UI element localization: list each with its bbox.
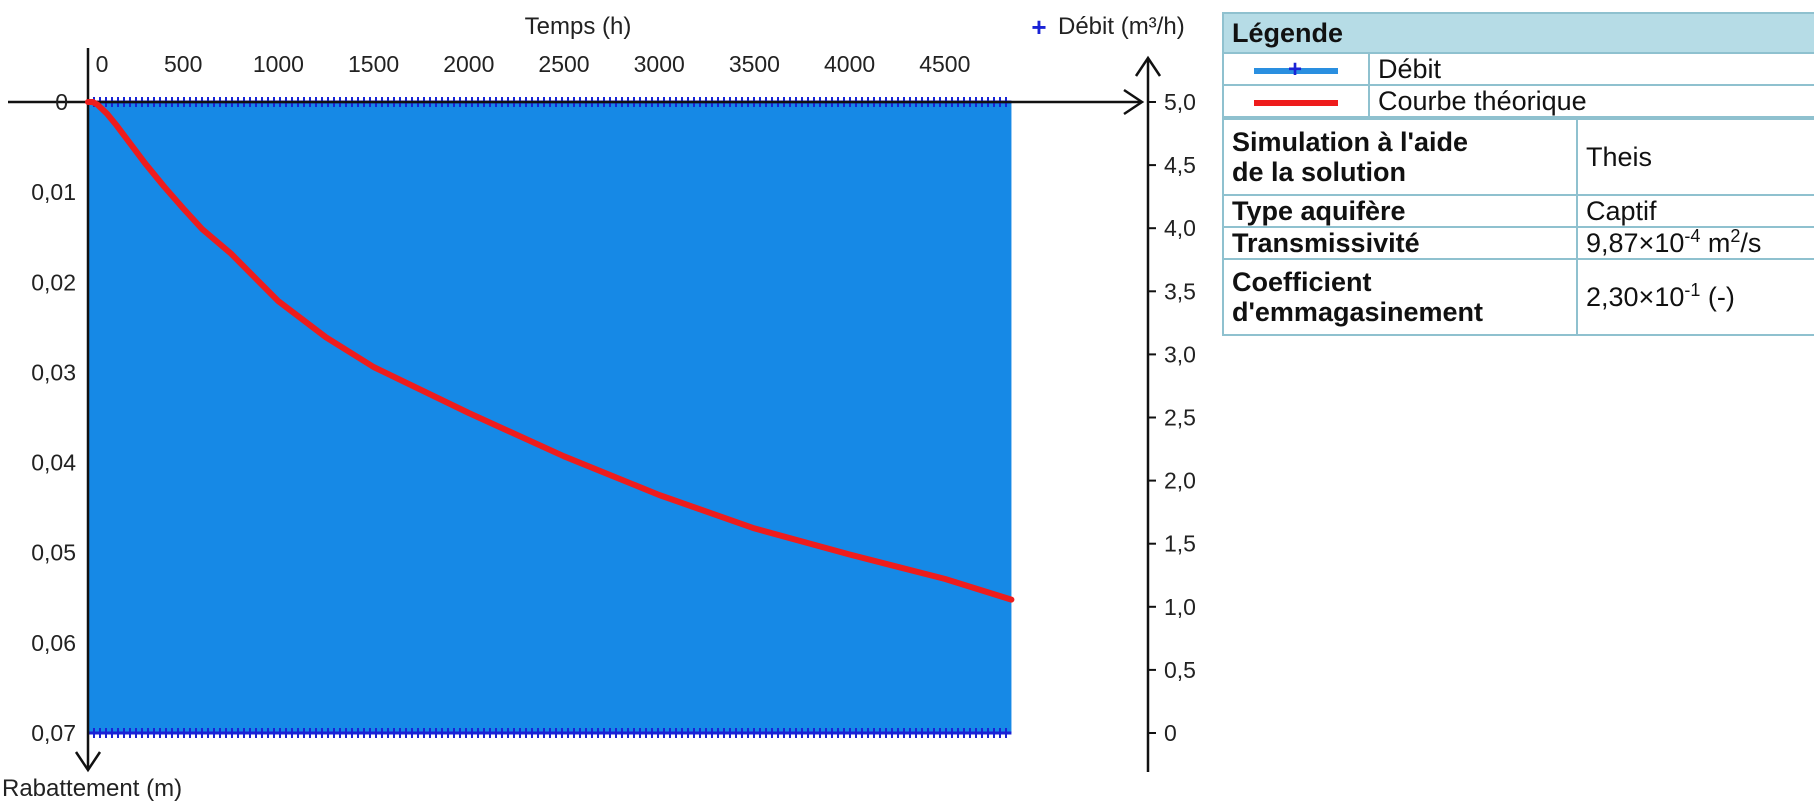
y-left-tick-label: 0,02: [31, 269, 76, 295]
x-tick-label: 2500: [538, 51, 589, 77]
x-axis-label: Temps (h): [525, 13, 632, 40]
y-right-tick-label: 0,5: [1164, 657, 1196, 683]
debit-series-area: [88, 102, 1012, 733]
param-label: Simulation à l'aide: [1232, 127, 1468, 157]
y-right-tick-label: 4,0: [1164, 215, 1196, 241]
param-row: Type aquifère Captif: [1222, 194, 1814, 228]
debit-cross-icon: +: [1288, 55, 1303, 83]
legend-item-debit: + Débit: [1222, 52, 1814, 86]
param-label: d'emmagasinement: [1232, 297, 1484, 327]
y-axis-left-arrow: [74, 751, 102, 773]
param-label: Coefficient: [1232, 267, 1372, 297]
legend-item-label: Courbe théorique: [1368, 84, 1814, 118]
y-axis-right-arrow: [1134, 55, 1162, 77]
x-tick-label: 4500: [919, 51, 970, 77]
y-left-tick-label: 0,01: [31, 179, 76, 205]
y-right-tick-label: 2,5: [1164, 405, 1196, 431]
legend-item-label: Débit: [1368, 52, 1814, 86]
legend-item-courbe: Courbe théorique: [1222, 84, 1814, 118]
theoretical-curve: [85, 99, 1015, 603]
y-axis-left-label: Rabattement (m): [2, 775, 182, 801]
y-left-tick-label: 0,06: [31, 630, 76, 656]
x-tick-label: 3500: [729, 51, 780, 77]
x-tick-label: 1500: [348, 51, 399, 77]
legend-panel: Légende + Débit Courbe théorique Simulat…: [1222, 12, 1814, 336]
param-row: Coefficient d'emmagasinement 2,30×10-1 (-…: [1222, 258, 1814, 336]
x-tick-label: 500: [164, 51, 202, 77]
param-value: 9,87×10-4 m2/s: [1576, 226, 1814, 260]
y-right-tick-label: 4,5: [1164, 152, 1196, 178]
y-right-tick-label: 2,0: [1164, 468, 1196, 494]
legend-title: Légende: [1222, 12, 1814, 54]
x-tick-label: 4000: [824, 51, 875, 77]
y-left-tick-label: 0,07: [31, 720, 76, 746]
x-tick-label: 2000: [443, 51, 494, 77]
curve-line-swatch: [1254, 99, 1338, 106]
param-value: Theis: [1576, 118, 1814, 196]
legend-table: Légende + Débit Courbe théorique: [1222, 12, 1814, 118]
param-row: Simulation à l'aide de la solution Theis: [1222, 118, 1814, 196]
y-right-tick-label: 0: [1164, 720, 1177, 746]
y-right-tick-label: 1,0: [1164, 594, 1196, 620]
param-value: Captif: [1576, 194, 1814, 228]
param-row: Transmissivité 9,87×10-4 m2/s: [1222, 226, 1814, 260]
params-table: Simulation à l'aide de la solution Theis …: [1222, 118, 1814, 336]
y-left-tick-label: 0,05: [31, 540, 76, 566]
y-left-tick-label: 0,04: [31, 450, 76, 476]
x-tick-label: 1000: [253, 51, 304, 77]
y-left-tick-label: 0,03: [31, 359, 76, 385]
x-tick-label: 0: [96, 51, 109, 77]
param-value: 2,30×10-1 (-): [1576, 258, 1814, 336]
debit-line-swatch: +: [1254, 57, 1338, 81]
y-left-tick-label: 0: [55, 89, 68, 115]
param-label: Transmissivité: [1222, 226, 1578, 260]
y-axis-right-label: Débit (m³/h): [1058, 13, 1185, 40]
y-right-tick-label: 5,0: [1164, 89, 1196, 115]
y-right-tick-label: 3,0: [1164, 341, 1196, 367]
param-label: Type aquifère: [1222, 194, 1578, 228]
y-right-tick-label: 1,5: [1164, 531, 1196, 557]
x-tick-label: 3000: [634, 51, 685, 77]
param-label: de la solution: [1232, 157, 1407, 187]
y-right-tick-label: 3,5: [1164, 278, 1196, 304]
debit-marker-icon: +: [1031, 12, 1046, 42]
x-axis-arrow: [1123, 88, 1145, 116]
